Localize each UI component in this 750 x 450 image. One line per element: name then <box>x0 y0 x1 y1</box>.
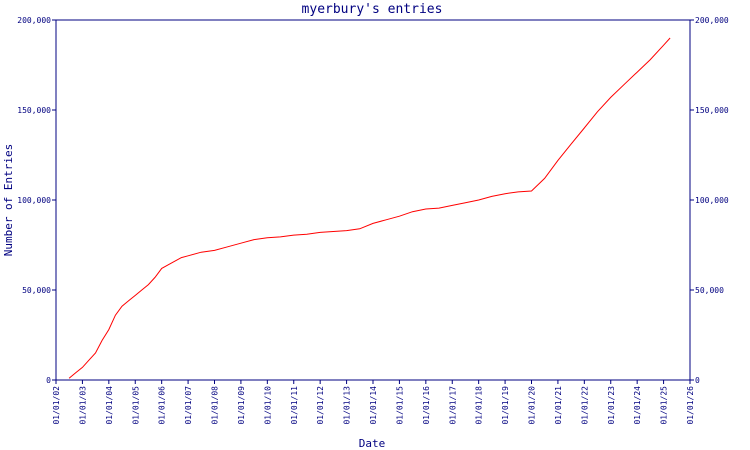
y-tick-label-right: 200,000 <box>695 16 729 25</box>
x-tick-label: 01/01/26 <box>686 386 695 425</box>
x-tick-label: 01/01/13 <box>343 386 352 425</box>
y-tick-label-left: 0 <box>46 376 51 385</box>
x-tick-label: 01/01/16 <box>422 386 431 425</box>
x-tick-label: 01/01/22 <box>580 386 589 425</box>
x-tick-label: 01/01/04 <box>105 386 114 425</box>
y-tick-label-left: 50,000 <box>22 286 51 295</box>
entries-line <box>68 37 671 379</box>
x-axis-label: Date <box>359 437 386 450</box>
chart-title: myerbury's entries <box>302 2 443 17</box>
y-axis-left: 0 50,000 100,000 150,000 200,000 <box>17 16 56 385</box>
x-tick-label: 01/01/23 <box>607 386 616 425</box>
x-tick-label: 01/01/17 <box>448 386 457 425</box>
x-tick-label: 01/01/07 <box>184 386 193 425</box>
x-tick-label: 01/01/14 <box>369 386 378 425</box>
x-tick-label: 01/01/25 <box>660 386 669 425</box>
y-tick-label-right: 150,000 <box>695 106 729 115</box>
x-tick-label: 01/01/05 <box>131 386 140 425</box>
x-tick-label: 01/01/21 <box>554 386 563 425</box>
x-tick-label: 01/01/03 <box>78 386 87 425</box>
y-tick-label-right: 100,000 <box>695 196 729 205</box>
y-axis-label: Number of Entries <box>2 144 15 257</box>
x-tick-label: 01/01/15 <box>395 386 404 425</box>
x-tick-label: 01/01/09 <box>237 386 246 425</box>
x-tick-label: 01/01/24 <box>633 386 642 425</box>
x-axis: 01/01/02 01/01/03 01/01/04 01/01/05 01/01/06… <box>52 380 695 425</box>
y-tick-label-left: 150,000 <box>17 106 51 115</box>
x-tick-label: 01/01/11 <box>290 386 299 425</box>
x-tick-label: 01/01/10 <box>263 386 272 425</box>
y-tick-label-left: 100,000 <box>17 196 51 205</box>
x-tick-label: 01/01/06 <box>158 386 167 425</box>
y-tick-label-left: 200,000 <box>17 16 51 25</box>
x-tick-label: 01/01/20 <box>528 386 537 425</box>
y-axis-right: 0 50,000 100,000 150,000 200,000 <box>690 16 729 385</box>
x-tick-label: 01/01/08 <box>211 386 220 425</box>
y-tick-label-right: 50,000 <box>695 286 724 295</box>
y-tick-label-right: 0 <box>695 376 700 385</box>
x-tick-label: 01/01/18 <box>475 386 484 425</box>
x-tick-label: 01/01/02 <box>52 386 61 425</box>
x-tick-label: 01/01/19 <box>501 386 510 425</box>
x-tick-label: 01/01/12 <box>316 386 325 425</box>
plot-frame <box>55 19 691 381</box>
